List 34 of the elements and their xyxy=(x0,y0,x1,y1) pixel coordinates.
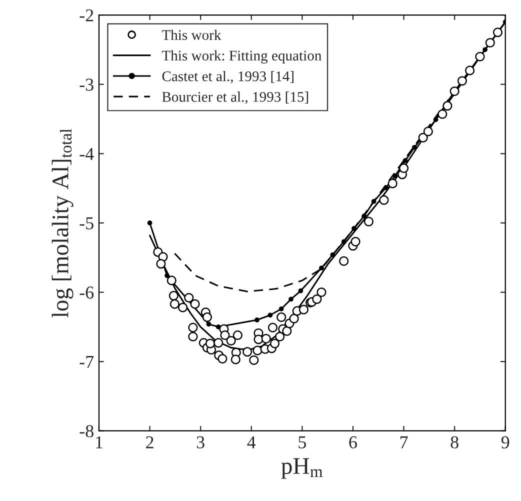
x-tick-label: 5 xyxy=(298,436,306,448)
y-tick-label: -7 xyxy=(80,356,94,368)
x-tick-label: 8 xyxy=(450,436,458,448)
x-tick-label: 1 xyxy=(96,436,102,448)
point xyxy=(298,288,304,294)
legend-label: This work: Fitting equation xyxy=(162,50,322,64)
point xyxy=(254,318,260,322)
legend-label: This work xyxy=(162,30,222,40)
point xyxy=(412,144,417,150)
x-tick-label: 9 xyxy=(501,436,510,448)
y-tick-label: -6 xyxy=(80,286,94,299)
point xyxy=(147,220,152,226)
y-tick-label: -4 xyxy=(80,148,94,160)
y-axis-title: log [molality Al]$_{total}$ xyxy=(52,128,74,318)
x-tick-label: 4 xyxy=(247,436,256,448)
point xyxy=(319,266,324,270)
y-tick-label: -8 xyxy=(80,425,94,438)
point xyxy=(402,158,408,163)
x-tick-label: 7 xyxy=(400,436,408,448)
legend-label: Castet et al., 1993 [14] xyxy=(162,70,294,84)
y-tick-label: -3 xyxy=(80,78,94,91)
point xyxy=(206,322,212,327)
point xyxy=(278,306,284,312)
y-tick-label: -5 xyxy=(80,217,94,230)
x-axis-title: pH$_{m}$ xyxy=(281,458,323,479)
x-tick-label: 2 xyxy=(146,436,154,448)
x-tick-label: 3 xyxy=(196,436,204,448)
y-tick-label: -2 xyxy=(80,9,94,22)
point xyxy=(288,296,294,302)
point xyxy=(268,312,273,318)
legend-label: Bourcier et al., 1993 [15] xyxy=(162,92,308,104)
point xyxy=(330,252,336,258)
x-tick-label: 6 xyxy=(349,436,357,448)
point xyxy=(164,273,170,278)
